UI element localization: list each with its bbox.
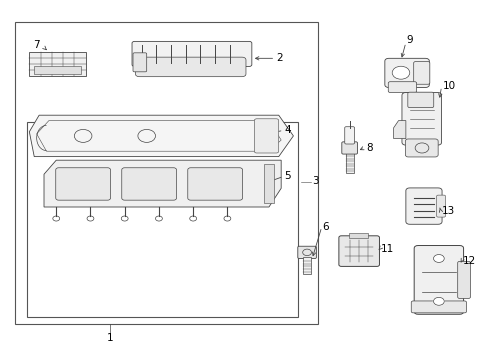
FancyBboxPatch shape xyxy=(413,246,463,314)
FancyBboxPatch shape xyxy=(413,62,429,84)
FancyBboxPatch shape xyxy=(297,246,316,258)
Bar xyxy=(345,153,353,173)
Bar xyxy=(302,257,311,274)
Text: 8: 8 xyxy=(365,143,372,153)
Text: 11: 11 xyxy=(380,244,393,254)
FancyBboxPatch shape xyxy=(254,119,278,153)
Text: 3: 3 xyxy=(311,176,318,186)
FancyBboxPatch shape xyxy=(405,139,437,157)
FancyBboxPatch shape xyxy=(56,168,110,200)
Text: 6: 6 xyxy=(322,222,329,232)
Text: 2: 2 xyxy=(276,53,283,63)
Text: 1: 1 xyxy=(106,333,113,343)
Polygon shape xyxy=(29,115,293,157)
Text: 9: 9 xyxy=(406,35,412,45)
Text: 13: 13 xyxy=(441,206,454,216)
Bar xyxy=(27,122,298,317)
FancyBboxPatch shape xyxy=(436,195,445,217)
FancyBboxPatch shape xyxy=(122,168,176,200)
Bar xyxy=(29,52,85,76)
FancyBboxPatch shape xyxy=(341,142,357,154)
Circle shape xyxy=(391,66,409,79)
FancyBboxPatch shape xyxy=(457,261,469,298)
Text: 12: 12 xyxy=(462,256,475,266)
Text: 7: 7 xyxy=(33,40,40,50)
FancyBboxPatch shape xyxy=(405,188,441,224)
FancyBboxPatch shape xyxy=(407,92,433,108)
Text: 4: 4 xyxy=(284,125,291,135)
FancyBboxPatch shape xyxy=(338,236,379,266)
FancyBboxPatch shape xyxy=(387,82,416,93)
Circle shape xyxy=(432,297,443,305)
FancyBboxPatch shape xyxy=(344,127,354,144)
Polygon shape xyxy=(393,121,405,139)
Text: 5: 5 xyxy=(284,171,291,181)
Bar xyxy=(34,66,81,74)
FancyBboxPatch shape xyxy=(135,57,245,77)
Bar xyxy=(264,164,273,203)
FancyBboxPatch shape xyxy=(187,168,242,200)
Circle shape xyxy=(432,255,443,262)
FancyBboxPatch shape xyxy=(410,301,466,313)
Bar xyxy=(348,233,367,238)
Bar xyxy=(15,22,317,324)
Text: 10: 10 xyxy=(442,81,455,91)
FancyBboxPatch shape xyxy=(384,58,428,87)
Polygon shape xyxy=(44,160,281,207)
FancyBboxPatch shape xyxy=(401,93,441,145)
FancyBboxPatch shape xyxy=(132,41,251,66)
FancyBboxPatch shape xyxy=(133,53,146,72)
